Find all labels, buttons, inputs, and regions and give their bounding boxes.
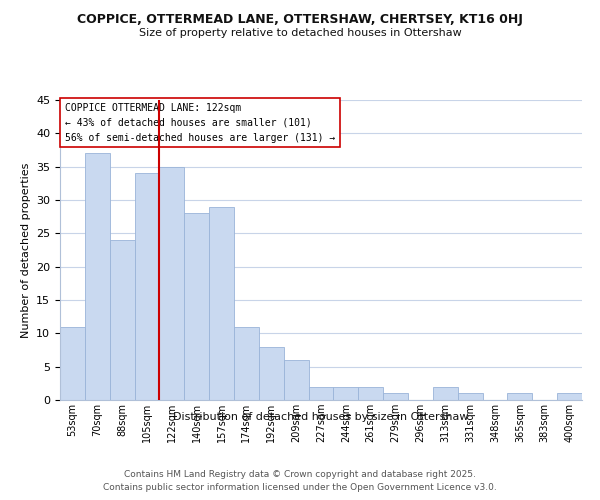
Bar [85, 154, 110, 400]
Bar [458, 394, 482, 400]
Bar [308, 386, 334, 400]
Bar [160, 166, 184, 400]
Bar [259, 346, 284, 400]
Bar [433, 386, 458, 400]
Text: COPPICE, OTTERMEAD LANE, OTTERSHAW, CHERTSEY, KT16 0HJ: COPPICE, OTTERMEAD LANE, OTTERSHAW, CHER… [77, 12, 523, 26]
Bar [184, 214, 209, 400]
Bar [234, 326, 259, 400]
Bar [383, 394, 408, 400]
Bar [60, 326, 85, 400]
Bar [110, 240, 134, 400]
Bar [334, 386, 358, 400]
Text: Contains HM Land Registry data © Crown copyright and database right 2025.: Contains HM Land Registry data © Crown c… [124, 470, 476, 479]
Bar [358, 386, 383, 400]
Y-axis label: Number of detached properties: Number of detached properties [20, 162, 31, 338]
Bar [134, 174, 160, 400]
Text: Contains public sector information licensed under the Open Government Licence v3: Contains public sector information licen… [103, 482, 497, 492]
Bar [284, 360, 308, 400]
Bar [209, 206, 234, 400]
Text: Size of property relative to detached houses in Ottershaw: Size of property relative to detached ho… [139, 28, 461, 38]
Bar [508, 394, 532, 400]
Bar [557, 394, 582, 400]
Text: COPPICE OTTERMEAD LANE: 122sqm
← 43% of detached houses are smaller (101)
56% of: COPPICE OTTERMEAD LANE: 122sqm ← 43% of … [65, 103, 335, 142]
Text: Distribution of detached houses by size in Ottershaw: Distribution of detached houses by size … [173, 412, 469, 422]
